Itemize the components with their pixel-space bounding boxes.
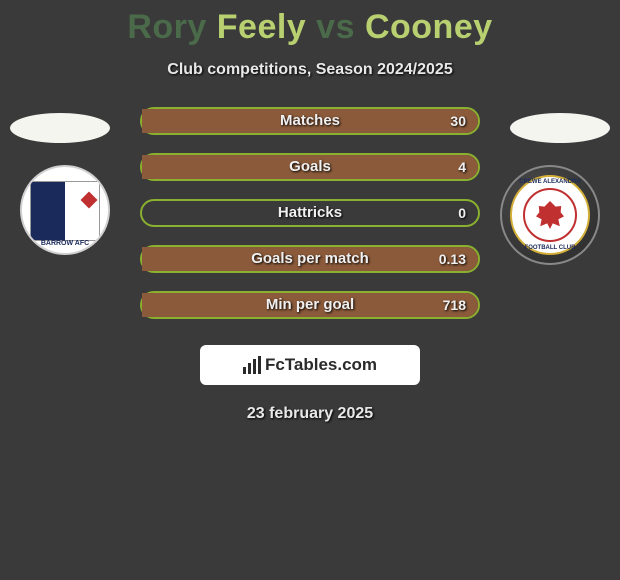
bar-chart-icon [243,356,261,374]
comparison-area: BARROW AFC CREWE ALEXANDRA FOOTBALL CLUB… [0,107,620,337]
stat-label: Goals [142,155,478,179]
club-left-label: BARROW AFC [30,240,100,247]
stat-label: Hattricks [142,201,478,225]
stat-row: Goals per match0.13 [140,245,480,273]
club-badge-right: CREWE ALEXANDRA FOOTBALL CLUB [500,165,600,265]
stat-value-right: 4 [446,155,478,179]
player2-avatar-placeholder [510,113,610,143]
stat-value-right: 30 [438,109,478,133]
subtitle: Club competitions, Season 2024/2025 [0,61,620,79]
club-right-ring-top: CREWE ALEXANDRA [512,179,588,185]
vs-text: vs [316,8,355,46]
stat-row: Goals4 [140,153,480,181]
player2-name: Cooney [365,8,493,46]
stat-row: Matches30 [140,107,480,135]
player1-avatar-placeholder [10,113,110,143]
stat-rows: Matches30 Goals4 Hattricks0 Goals per match… [140,107,480,337]
date-text: 23 february 2025 [0,405,620,423]
lion-icon [536,201,564,229]
stat-value-right: 0.13 [427,247,478,271]
stat-value-right: 0 [446,201,478,225]
footer-brand-card: FcTables.com [200,345,420,385]
player1-name: Rory Feely [127,8,306,46]
comparison-title: Rory Feely vs Cooney [0,0,620,47]
club-badge-left: BARROW AFC [20,165,110,255]
stat-value-right: 718 [431,293,478,317]
stat-label: Min per goal [142,293,478,317]
stat-row: Min per goal718 [140,291,480,319]
stat-row: Hattricks0 [140,199,480,227]
club-right-ring-bottom: FOOTBALL CLUB [512,245,588,251]
stat-label: Matches [142,109,478,133]
footer-brand-text: FcTables.com [265,355,377,375]
